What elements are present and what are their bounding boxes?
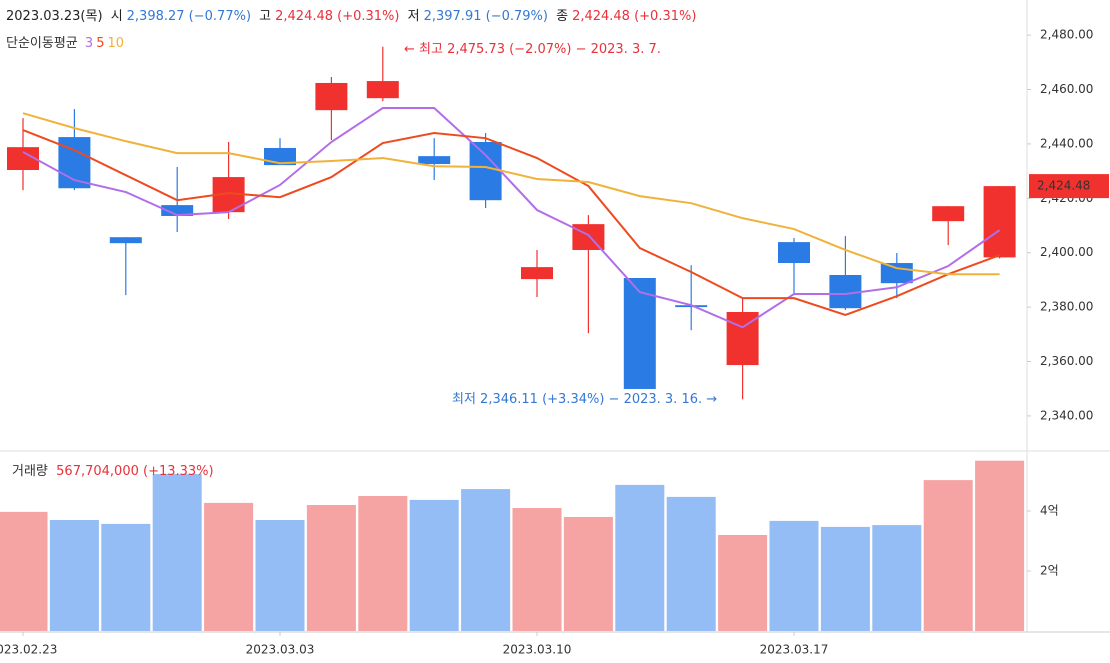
open-value: 2,398.27 (−0.77%) bbox=[126, 9, 252, 24]
volume-bar bbox=[769, 520, 819, 631]
high-label: 고 bbox=[259, 9, 272, 24]
volume-value: 567,704,000 (+13.33%) bbox=[56, 464, 214, 479]
volume-title: 거래량 bbox=[12, 464, 48, 479]
high-value: 2,424.48 (+0.31%) bbox=[275, 9, 400, 24]
y-tick-label: 2,460.00 bbox=[1040, 82, 1093, 96]
moving-average-line bbox=[22, 106, 1001, 329]
volume-bar bbox=[975, 460, 1025, 631]
close-value: 2,424.48 (+0.31%) bbox=[572, 9, 697, 24]
legend-title: 단순이동평균 bbox=[6, 36, 78, 51]
volume-bar bbox=[49, 520, 99, 631]
x-tick-label: 2023.03.10 bbox=[503, 643, 572, 657]
y-tick-label: 2,400.00 bbox=[1040, 245, 1093, 259]
current-price-tag bbox=[1029, 174, 1109, 199]
y-tick-label: 2억 bbox=[1040, 564, 1059, 578]
ohlc-header: 2023.03.23(목) 시 2,398.27 (−0.77%) 고 2,424.… bbox=[6, 5, 700, 24]
candle-body bbox=[623, 277, 656, 389]
close-label: 종 bbox=[556, 9, 569, 24]
candle-body bbox=[366, 81, 399, 99]
candle-body bbox=[7, 147, 39, 171]
volume-bar bbox=[358, 496, 408, 631]
y-tick-label: 4억 bbox=[1040, 504, 1059, 518]
volume-bar bbox=[306, 505, 356, 631]
volume-bar bbox=[0, 511, 48, 631]
y-tick-label: 2,340.00 bbox=[1040, 408, 1093, 422]
volume-bar bbox=[204, 502, 254, 631]
y-tick-label: 2,360.00 bbox=[1040, 354, 1093, 368]
x-tick-label: 2023.03.03 bbox=[246, 643, 315, 657]
candle-body bbox=[161, 205, 194, 216]
volume-bar bbox=[512, 508, 562, 631]
volume-bar bbox=[563, 517, 613, 631]
high-annotation: ← 최고 2,475.73 (−2.07%) − 2023. 3. 7. bbox=[404, 42, 661, 57]
y-tick-label: 2,380.00 bbox=[1040, 300, 1093, 314]
candle-body bbox=[932, 206, 965, 222]
ma-legend: 단순이동평균 3 5 10 bbox=[6, 32, 127, 51]
volume-bar bbox=[409, 499, 459, 631]
volume-bar bbox=[820, 526, 870, 631]
volume-bar bbox=[666, 496, 716, 631]
candle-body bbox=[521, 267, 553, 280]
candle-body bbox=[469, 141, 502, 201]
volume-bar bbox=[615, 484, 665, 631]
legend-entry: 3 bbox=[84, 36, 94, 51]
candle-body bbox=[109, 237, 142, 244]
y-tick-label: 2,440.00 bbox=[1040, 136, 1093, 150]
x-tick-label: 2023.02.23 bbox=[0, 643, 57, 657]
low-annotation: 최저 2,346.11 (+3.34%) − 2023. 3. 16. → bbox=[452, 392, 718, 407]
moving-average-line bbox=[22, 112, 1000, 276]
volume-bar bbox=[101, 523, 151, 631]
volume-bar bbox=[152, 474, 202, 631]
volume-bar bbox=[872, 525, 922, 631]
date: 2023.03.23(목) bbox=[6, 9, 103, 24]
candle-body bbox=[315, 82, 348, 111]
candle-body bbox=[983, 186, 1016, 258]
volume-bar bbox=[255, 520, 305, 631]
volume-bar bbox=[718, 535, 768, 631]
open-label: 시 bbox=[110, 9, 123, 24]
legend-entry: 5 bbox=[96, 36, 105, 51]
low-label: 저 bbox=[407, 9, 420, 24]
volume-header: 거래량 567,704,000 (+13.33%) bbox=[12, 460, 214, 479]
candle-body bbox=[418, 156, 451, 165]
y-tick-label: 2,480.00 bbox=[1040, 28, 1093, 42]
low-value: 2,397.91 (−0.79%) bbox=[423, 9, 548, 24]
candle-body bbox=[829, 275, 862, 309]
candle-body bbox=[880, 263, 913, 284]
volume-bar bbox=[461, 489, 511, 631]
legend-entry: 10 bbox=[107, 36, 125, 51]
candle-body bbox=[778, 242, 810, 264]
current-price-label: 2,424.48 bbox=[1037, 179, 1090, 193]
moving-average-line bbox=[22, 129, 1000, 317]
volume-bar bbox=[923, 480, 973, 631]
x-tick-label: 2023.03.17 bbox=[760, 643, 829, 657]
